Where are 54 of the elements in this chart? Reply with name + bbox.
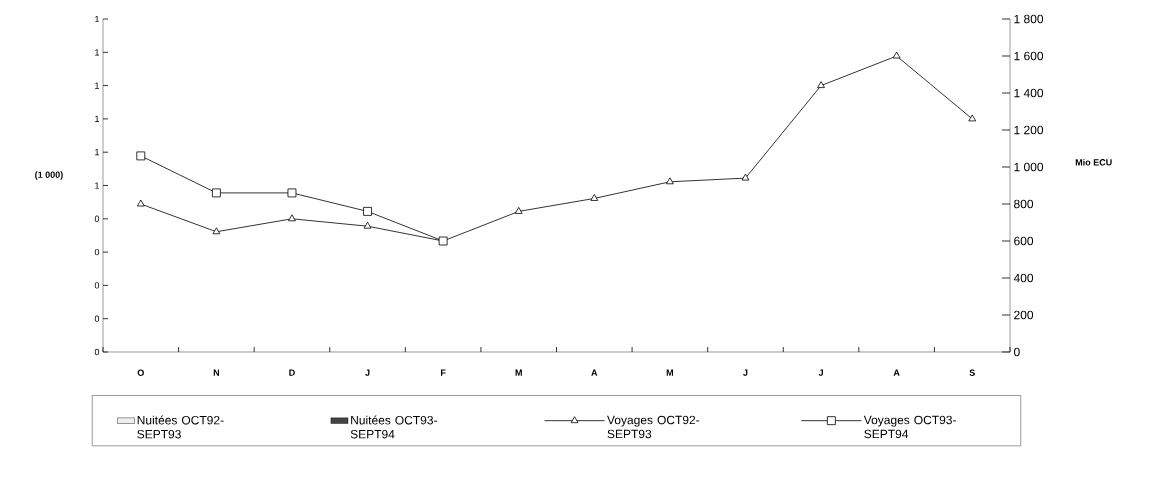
x-tick-label: M <box>515 369 522 376</box>
y-tick-label: 0 <box>94 315 100 322</box>
legend-label: Nuitées OCT92-SEPT93 <box>137 415 224 439</box>
point <box>287 188 297 198</box>
y2-axis-title: Mio ECU <box>1075 158 1112 166</box>
point <box>136 151 146 161</box>
y-tick-label: 0 <box>94 248 100 256</box>
x-tick-label: A <box>893 369 900 376</box>
point <box>666 177 674 185</box>
y2-tick-label: 800 <box>1014 199 1034 209</box>
point <box>968 114 977 122</box>
x-tick-label: D <box>289 369 295 376</box>
x-tick-label: N <box>213 369 220 376</box>
x-tick-label: J <box>743 369 748 376</box>
x-tick-label: F <box>440 369 446 376</box>
legend-label: Voyages OCT92-SEPT93 <box>607 415 700 439</box>
y2-tick-label: 400 <box>1013 273 1034 283</box>
point <box>817 81 825 88</box>
point <box>288 214 296 222</box>
y-tick-label: 1 <box>95 182 100 189</box>
x-tick-label: A <box>591 369 598 376</box>
y2-tick-label: 1 800 <box>1014 14 1044 24</box>
y-tick-label: 0 <box>94 215 100 222</box>
x-tick-label: M <box>666 369 674 376</box>
point <box>514 207 523 214</box>
legend-label: Voyages OCT93-SEPT94 <box>863 415 956 439</box>
y2-tick-label: 600 <box>1014 236 1034 246</box>
legend-label: Nuitées OCT93-SEPT94 <box>350 415 437 439</box>
x-tick-label: J <box>818 369 823 376</box>
y2-tick-label: 1 200 <box>1014 125 1044 135</box>
y-tick-label: 0 <box>94 348 100 356</box>
y2-tick-label: 1 600 <box>1014 51 1044 61</box>
x-tick-label: S <box>969 369 975 376</box>
point <box>363 207 372 216</box>
x-tick-label: J <box>365 369 370 376</box>
point <box>136 199 145 207</box>
y-tick-label: 1 <box>95 82 100 89</box>
y2-tick-label: 1 400 <box>1014 88 1044 98</box>
x-tick-label: O <box>137 369 144 376</box>
y-tick-label: 1 <box>95 149 100 156</box>
y-axis-title: (1 000) <box>35 171 63 180</box>
point <box>892 51 901 59</box>
point <box>590 194 599 201</box>
point <box>741 173 750 181</box>
point <box>211 188 221 198</box>
point <box>363 221 372 229</box>
point <box>212 227 221 235</box>
y-tick-label: 1 <box>95 49 100 56</box>
y2-tick-label: 1 000 <box>1014 162 1044 172</box>
y2-tick-label: 200 <box>1014 310 1034 320</box>
y-tick-label: 0 <box>94 282 100 289</box>
y-tick-label: 1 <box>95 115 100 122</box>
y2-tick-label: 0 <box>1014 347 1020 357</box>
y-tick-label: 1 <box>95 15 100 23</box>
